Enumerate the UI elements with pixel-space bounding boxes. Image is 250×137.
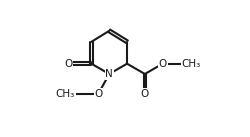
Text: N: N	[105, 69, 113, 79]
Text: CH₃: CH₃	[56, 89, 75, 99]
Text: O: O	[95, 89, 103, 99]
Text: CH₃: CH₃	[182, 59, 201, 69]
Text: O: O	[141, 89, 149, 99]
Text: O: O	[158, 59, 167, 69]
Text: O: O	[64, 59, 72, 69]
